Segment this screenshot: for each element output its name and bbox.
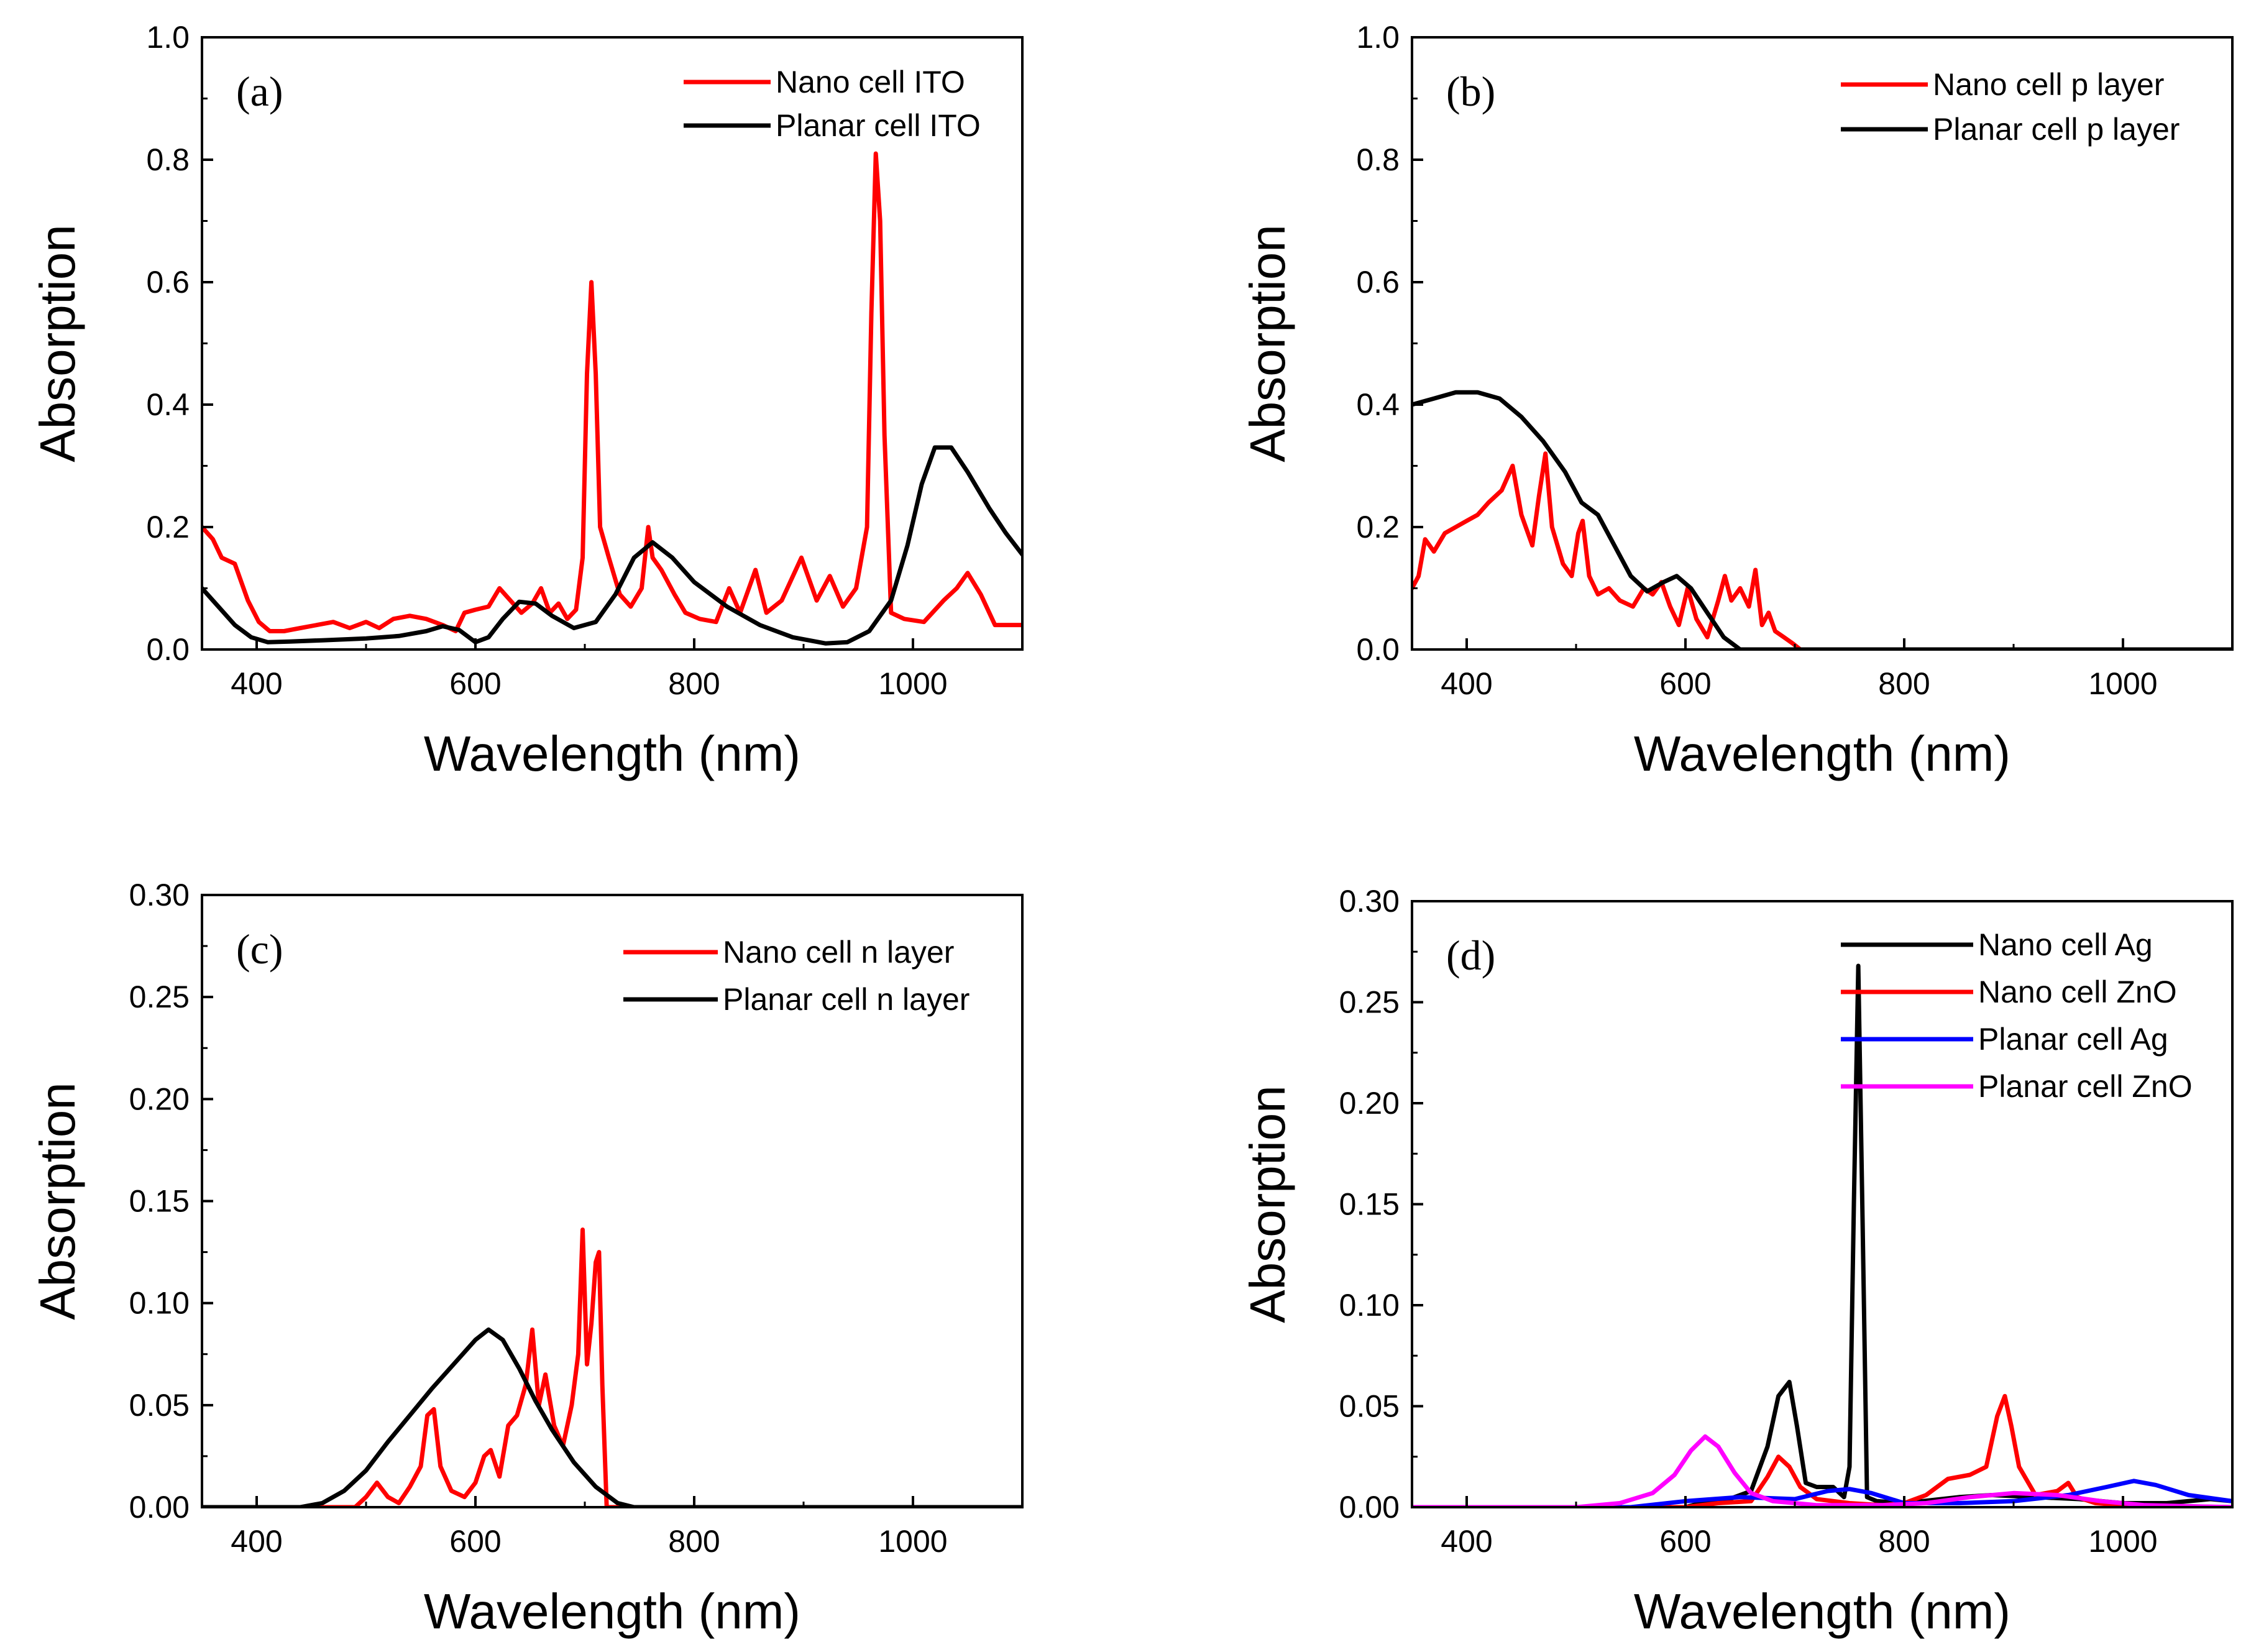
panel-label: (a)	[236, 68, 283, 115]
x-axis-label: Wavelength (nm)	[424, 726, 800, 781]
y-axis-label: Absorption	[30, 224, 85, 462]
series-line-0	[202, 1228, 1022, 1507]
y-tick-label: 0.15	[1339, 1187, 1400, 1222]
legend: Nano cell ITO Planar cell ITO	[684, 65, 981, 143]
x-tick-label: 400	[1441, 1524, 1492, 1559]
legend: Nano cell p layer Planar cell p layer	[1841, 67, 2180, 147]
x-tick-label: 1000	[878, 666, 947, 701]
x-tick-label: 400	[231, 666, 282, 701]
x-tick-label: 800	[1878, 1524, 1930, 1559]
chart-panel-0: 400 600 800 1000 0.0 0.2 0.4 0.6 0.8 1.0 Wavelengt…	[30, 20, 1024, 781]
y-tick-label: 0.4	[146, 387, 190, 422]
x-tick-label: 600	[449, 666, 501, 701]
x-tick-label: 400	[1441, 666, 1492, 701]
chart-panel-3: 400 600 800 1000 0.00 0.05 0.10 0.15 0.20 0.25 0.3…	[1240, 884, 2234, 1639]
y-tick-label: 0.05	[129, 1388, 190, 1423]
y-axis-label: Absorption	[30, 1082, 85, 1319]
x-tick-label: 600	[1659, 666, 1711, 701]
y-tick-label: 0.20	[129, 1081, 190, 1116]
y-axis-label: Absorption	[1240, 224, 1295, 462]
series-line-0	[1412, 451, 2232, 649]
legend: Nano cell Ag Nano cell ZnO Planar cell Ag P…	[1841, 927, 2193, 1104]
series-line-1	[1412, 390, 2232, 649]
y-tick-label: 0.6	[146, 265, 190, 300]
y-tick-label: 1.0	[1356, 20, 1400, 55]
y-tick-label: 0.00	[1339, 1490, 1400, 1525]
x-tick-label: 600	[1659, 1524, 1711, 1559]
x-tick-label: 1000	[2088, 1524, 2157, 1559]
y-tick-label: 0.15	[129, 1184, 190, 1219]
series-line-1	[202, 1327, 1022, 1507]
x-tick-label: 800	[1878, 666, 1930, 701]
x-tick-label: 800	[668, 1524, 720, 1559]
y-tick-label: 0.2	[146, 510, 190, 544]
y-tick-label: 0.30	[1339, 884, 1400, 919]
y-tick-label: 0.30	[129, 878, 190, 912]
panel-label: (c)	[236, 925, 283, 973]
panel-label: (d)	[1446, 932, 1495, 979]
y-tick-label: 0.2	[1356, 510, 1400, 544]
legend: Nano cell n layer Planar cell n layer	[623, 935, 970, 1017]
legend-label-1: Planar cell p layer	[1933, 112, 2180, 147]
x-tick-label: 1000	[878, 1524, 947, 1559]
y-tick-label: 0.6	[1356, 265, 1400, 300]
legend-label-0: Nano cell Ag	[1978, 927, 2153, 962]
series-line-0	[202, 151, 1022, 633]
x-axis-label: Wavelength (nm)	[1634, 1584, 2010, 1639]
panel-label: (b)	[1446, 68, 1495, 115]
y-tick-label: 0.4	[1356, 387, 1400, 422]
x-tick-label: 600	[449, 1524, 501, 1559]
y-tick-label: 0.05	[1339, 1389, 1400, 1424]
y-tick-label: 0.25	[1339, 985, 1400, 1020]
legend-label-1: Nano cell ZnO	[1978, 975, 2177, 1009]
x-tick-label: 400	[231, 1524, 282, 1559]
y-tick-label: 1.0	[146, 20, 190, 55]
y-tick-label: 0.00	[129, 1490, 190, 1525]
series-line-1	[202, 445, 1022, 646]
y-tick-label: 0.10	[1339, 1288, 1400, 1323]
y-tick-label: 0.10	[129, 1286, 190, 1321]
legend-label-0: Nano cell n layer	[723, 935, 954, 970]
x-axis-label: Wavelength (nm)	[424, 1584, 800, 1639]
y-tick-label: 0.0	[1356, 632, 1400, 667]
legend-label-1: Planar cell ITO	[776, 108, 981, 143]
legend-label-0: Nano cell ITO	[776, 65, 965, 99]
series-line-1	[1412, 1393, 2232, 1507]
y-tick-label: 0.8	[146, 142, 190, 177]
y-tick-label: 0.25	[129, 980, 190, 1014]
legend-label-3: Planar cell ZnO	[1978, 1069, 2193, 1104]
legend-label-2: Planar cell Ag	[1978, 1022, 2168, 1057]
chart-panel-2: 400 600 800 1000 0.00 0.05 0.10 0.15 0.20 0.25 0.3…	[30, 878, 1024, 1639]
y-tick-label: 0.0	[146, 632, 190, 667]
x-tick-label: 1000	[2088, 666, 2157, 701]
legend-label-1: Planar cell n layer	[723, 982, 970, 1017]
series-line-3	[1412, 1434, 2232, 1507]
legend-label-0: Nano cell p layer	[1933, 67, 2164, 102]
y-tick-label: 0.8	[1356, 142, 1400, 177]
x-axis-label: Wavelength (nm)	[1634, 726, 2010, 781]
y-axis-label: Absorption	[1240, 1085, 1295, 1323]
x-tick-label: 800	[668, 666, 720, 701]
chart-panel-1: 400 600 800 1000 0.0 0.2 0.4 0.6 0.8 1.0 Wavelengt…	[1240, 20, 2234, 781]
y-tick-label: 0.20	[1339, 1086, 1400, 1121]
